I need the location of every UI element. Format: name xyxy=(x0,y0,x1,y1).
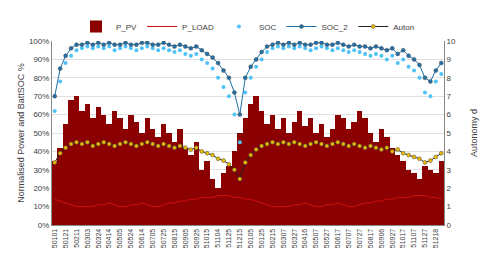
svg-text:50507: 50507 xyxy=(312,229,319,249)
svg-text:51015: 51015 xyxy=(203,229,210,249)
svg-text:SOC: SOC xyxy=(259,23,277,32)
svg-text:10%: 10% xyxy=(33,202,49,211)
svg-text:50817: 50817 xyxy=(367,229,374,249)
svg-text:50414: 50414 xyxy=(105,229,112,249)
svg-text:51107: 51107 xyxy=(410,229,417,248)
svg-text:8: 8 xyxy=(447,74,452,83)
svg-text:10: 10 xyxy=(447,37,456,46)
svg-text:50125: 50125 xyxy=(258,229,265,249)
svg-text:2: 2 xyxy=(447,184,452,193)
svg-text:50927: 50927 xyxy=(389,229,396,249)
svg-text:51017: 51017 xyxy=(399,229,406,249)
svg-text:5: 5 xyxy=(447,129,452,138)
svg-text:50727: 50727 xyxy=(356,229,363,249)
svg-text:9: 9 xyxy=(447,55,452,64)
svg-text:7: 7 xyxy=(447,92,452,101)
svg-text:51127: 51127 xyxy=(421,229,428,248)
svg-text:20%: 20% xyxy=(33,184,49,193)
svg-text:3: 3 xyxy=(447,166,452,175)
svg-text:50%: 50% xyxy=(33,129,49,138)
svg-text:50303: 50303 xyxy=(84,229,91,249)
svg-text:P_PV: P_PV xyxy=(116,23,137,32)
svg-text:Auton: Auton xyxy=(393,23,414,32)
svg-text:50524: 50524 xyxy=(127,229,134,249)
svg-text:60%: 60% xyxy=(33,110,49,119)
svg-text:50527: 50527 xyxy=(323,229,330,249)
svg-text:90%: 90% xyxy=(33,55,49,64)
svg-text:6: 6 xyxy=(447,110,452,119)
svg-text:0%: 0% xyxy=(38,221,50,230)
svg-text:P_LOAD: P_LOAD xyxy=(182,23,214,32)
svg-text:50925: 50925 xyxy=(193,229,200,249)
svg-text:50815: 50815 xyxy=(171,229,178,249)
svg-text:50617: 50617 xyxy=(334,229,341,249)
svg-text:50707: 50707 xyxy=(345,229,352,249)
svg-text:70%: 70% xyxy=(33,92,49,101)
svg-text:4: 4 xyxy=(447,147,452,156)
svg-text:50307: 50307 xyxy=(280,229,287,249)
svg-text:51218: 51218 xyxy=(432,229,439,249)
svg-text:50906: 50906 xyxy=(378,229,385,249)
svg-text:50614: 50614 xyxy=(138,229,145,249)
svg-text:50324: 50324 xyxy=(95,229,102,249)
svg-text:50211: 50211 xyxy=(73,229,80,248)
svg-text:Normalised Power and BattSOC %: Normalised Power and BattSOC % xyxy=(16,63,26,203)
svg-text:51104: 51104 xyxy=(214,229,221,248)
svg-text:50327: 50327 xyxy=(291,229,298,249)
svg-text:50725: 50725 xyxy=(160,229,167,249)
svg-text:50121: 50121 xyxy=(62,229,69,249)
svg-text:50705: 50705 xyxy=(149,229,156,249)
svg-text:51215: 51215 xyxy=(236,229,243,249)
svg-text:0: 0 xyxy=(447,221,452,230)
svg-text:50105: 50105 xyxy=(247,229,254,249)
svg-text:50215: 50215 xyxy=(269,229,276,249)
svg-text:100%: 100% xyxy=(29,37,49,46)
svg-text:Autonomy d: Autonomy d xyxy=(469,109,479,157)
svg-text:50905: 50905 xyxy=(182,229,189,249)
svg-text:SOC_2: SOC_2 xyxy=(321,23,348,32)
svg-text:30%: 30% xyxy=(33,166,49,175)
svg-text:40%: 40% xyxy=(33,147,49,156)
svg-text:50416: 50416 xyxy=(301,229,308,249)
svg-text:1: 1 xyxy=(447,202,452,211)
svg-text:51125: 51125 xyxy=(225,229,232,248)
svg-text:50505: 50505 xyxy=(116,229,123,249)
svg-text:80%: 80% xyxy=(33,74,49,83)
svg-text:50101: 50101 xyxy=(51,229,58,249)
